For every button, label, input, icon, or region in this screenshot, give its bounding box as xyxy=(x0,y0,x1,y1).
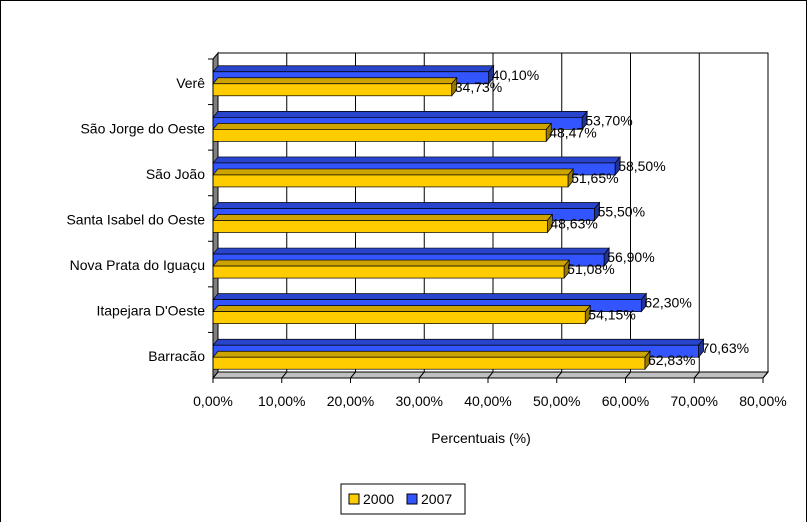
legend-label: 2007 xyxy=(421,491,452,507)
bar-top-face xyxy=(212,259,570,267)
legend: 2000 2007 xyxy=(340,483,466,515)
data-label: 51,65% xyxy=(571,170,618,186)
x-gridline-floor xyxy=(281,371,288,379)
bar-series-2000 xyxy=(212,122,552,143)
bar-end-face xyxy=(581,110,588,131)
data-label: 55,50% xyxy=(598,204,645,220)
data-label: 62,83% xyxy=(648,352,695,368)
data-label: 62,30% xyxy=(644,295,691,311)
x-tick-label: 0,00% xyxy=(193,393,233,409)
legend-label: 2000 xyxy=(363,491,394,507)
x-tick-label: 50,00% xyxy=(533,393,580,409)
bar-front-face xyxy=(212,265,565,279)
data-label: 53,70% xyxy=(585,112,632,128)
bar-top-face xyxy=(212,168,574,176)
data-label: 34,73% xyxy=(455,79,502,95)
category-label: Santa Isabel do Oeste xyxy=(66,212,205,228)
data-label: 70,63% xyxy=(702,340,749,356)
bar-end-face xyxy=(546,213,553,234)
bar-series-2000 xyxy=(212,259,570,280)
bar-front-face xyxy=(212,220,548,233)
bar-series-2000 xyxy=(212,213,554,234)
bar-top-face xyxy=(212,156,621,164)
category-label: Barracão xyxy=(148,348,205,364)
x-tick-label: 30,00% xyxy=(396,393,443,409)
x-gridline-floor xyxy=(693,371,700,379)
bar-series-2000 xyxy=(212,167,574,188)
x-tick-label: 70,00% xyxy=(671,393,718,409)
bar-front-face xyxy=(212,311,586,324)
bar-top-face xyxy=(212,111,588,118)
bar-top-face xyxy=(212,338,705,346)
bar-top-face xyxy=(212,214,554,221)
bar-front-face xyxy=(212,129,547,142)
bar-front-face xyxy=(212,83,453,97)
data-label: 58,50% xyxy=(618,158,665,174)
x-gridline-floor xyxy=(350,371,356,379)
bar-top-face xyxy=(212,305,592,312)
x-axis-title: Percentuais (%) xyxy=(431,430,531,446)
data-label: 51,08% xyxy=(567,261,614,277)
bar-end-face xyxy=(545,122,552,143)
x-tick-label: 20,00% xyxy=(327,393,374,409)
bar-end-face xyxy=(584,304,591,325)
bar-end-face xyxy=(451,76,458,97)
bar-top-face xyxy=(212,123,552,130)
x-tick-label: 80,00% xyxy=(739,393,786,409)
x-gridline-floor xyxy=(762,371,769,379)
bar-end-face xyxy=(567,167,574,188)
bar-top-face xyxy=(212,77,458,85)
legend-box xyxy=(340,483,466,515)
bar-end-face xyxy=(563,259,570,280)
bar-end-face xyxy=(698,338,704,359)
bar-end-face xyxy=(488,64,495,85)
x-tick-label: 60,00% xyxy=(602,393,649,409)
bar-series-2000 xyxy=(212,76,458,97)
bar-top-face xyxy=(212,350,651,358)
category-label: Itapejara D'Oeste xyxy=(96,303,205,319)
x-gridline-floor xyxy=(625,371,631,379)
bar-top-face xyxy=(212,247,610,255)
bar-end-face xyxy=(614,155,621,176)
legend-swatch xyxy=(406,493,418,505)
bar-end-face xyxy=(640,292,647,313)
category-label: São João xyxy=(146,166,205,182)
bar-series-2000 xyxy=(212,304,592,325)
category-label: Verê xyxy=(176,75,205,91)
x-gridline-floor xyxy=(487,371,494,379)
category-label: São Jorge do Oeste xyxy=(80,120,205,136)
bar-top-face xyxy=(212,293,648,300)
legend-swatch xyxy=(348,493,360,505)
data-label: 56,90% xyxy=(607,249,654,265)
bar-end-face xyxy=(644,350,651,371)
x-gridline-floor xyxy=(418,371,425,379)
bar-top-face xyxy=(212,65,495,73)
bar-top-face xyxy=(212,202,601,209)
data-label: 48,47% xyxy=(549,124,596,140)
bar-front-face xyxy=(212,174,569,188)
bar-end-face xyxy=(603,247,610,268)
x-tick-label: 40,00% xyxy=(464,393,511,409)
data-label: 40,10% xyxy=(492,67,539,83)
bar-end-face xyxy=(594,201,600,222)
bar-front-face xyxy=(212,356,646,370)
bar-series-2000 xyxy=(212,350,651,371)
data-label: 54,15% xyxy=(588,307,635,323)
x-gridline-floor xyxy=(556,371,563,379)
data-label: 48,63% xyxy=(550,216,597,232)
x-tick-label: 10,00% xyxy=(258,393,305,409)
category-label: Nova Prata do Iguaçu xyxy=(70,257,205,273)
